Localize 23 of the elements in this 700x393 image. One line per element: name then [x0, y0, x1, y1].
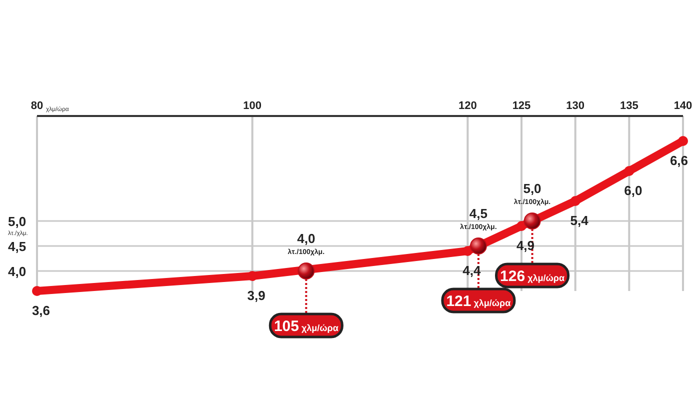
y-tick-label: 5,0 — [8, 214, 26, 229]
data-label: 6,0 — [624, 183, 642, 198]
annotation: 126 χλμ/ώρα — [500, 268, 565, 285]
x-tick-label: 130 — [566, 100, 585, 112]
data-label: 6,6 — [670, 153, 688, 168]
x-tick-label: 100 — [243, 100, 262, 112]
data-label: 3,9 — [247, 288, 266, 303]
y-tick-label: 4,0 — [8, 264, 26, 279]
data-label: 4,4 — [462, 263, 482, 278]
data-label: 5,4 — [570, 213, 590, 228]
x-tick-label: 125 — [512, 100, 531, 112]
annotation: 105 χλμ/ώρα — [274, 318, 339, 335]
x-tick-label: 80 — [30, 100, 44, 112]
data-label: 4,0 λτ./100χλμ. — [288, 231, 325, 256]
data-label: 5,0 λτ./100χλμ. — [514, 181, 551, 206]
annotation: 121 χλμ/ώρα — [446, 293, 512, 310]
data-label: 4,5 λτ./100χλμ. — [460, 206, 497, 231]
data-label: 3,6 — [32, 303, 50, 318]
x-tick-label: 120 — [458, 100, 477, 112]
data-label: 4,9 — [516, 238, 535, 253]
x-tick-label: 140 — [674, 100, 692, 112]
x-tick-label: 135 — [620, 100, 638, 112]
y-tick-label: 4,5 — [8, 239, 26, 254]
